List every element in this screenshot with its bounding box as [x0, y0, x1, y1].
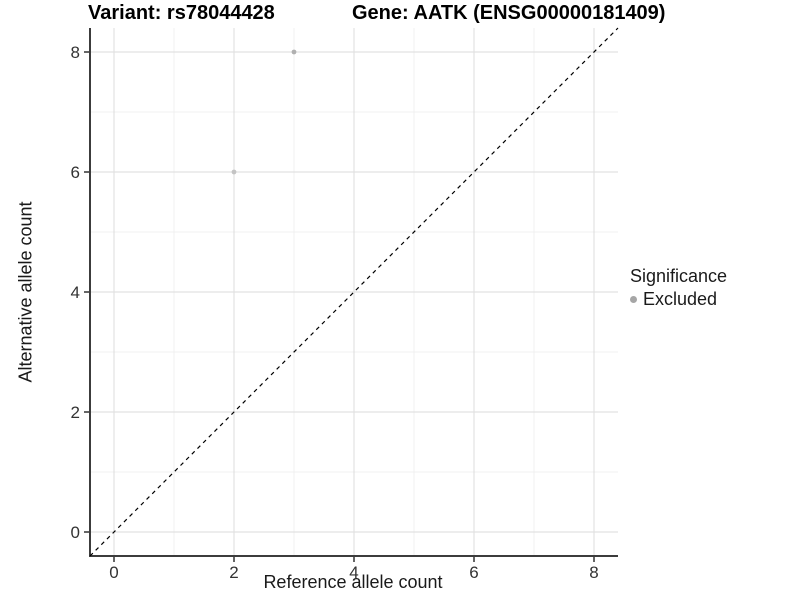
legend: Significance Excluded [630, 266, 727, 310]
y-tick-label: 4 [71, 283, 80, 302]
variant-title: Variant: rs78044428 [88, 2, 275, 24]
legend-item-excluded: Excluded [630, 289, 727, 310]
legend-item-label: Excluded [643, 289, 718, 309]
x-tick-label: 4 [349, 563, 358, 582]
y-axis-title: Alternative allele count [15, 201, 36, 383]
y-tick-label: 2 [71, 403, 80, 422]
y-tick-label: 0 [71, 523, 80, 542]
legend-title: Significance [630, 266, 728, 286]
x-tick-label: 0 [109, 563, 118, 582]
legend-marker-dot [630, 296, 637, 303]
y-tick-label: 6 [71, 163, 80, 182]
gene-title: Gene: AATK (ENSG00000181409) [352, 2, 666, 24]
y-tick-label: 8 [71, 43, 80, 62]
x-tick-label: 2 [229, 563, 238, 582]
x-tick-label: 8 [589, 563, 598, 582]
x-axis-title: Reference allele count [263, 572, 443, 592]
data-point [231, 169, 237, 175]
x-tick-label: 6 [469, 563, 478, 582]
data-point [291, 49, 297, 55]
